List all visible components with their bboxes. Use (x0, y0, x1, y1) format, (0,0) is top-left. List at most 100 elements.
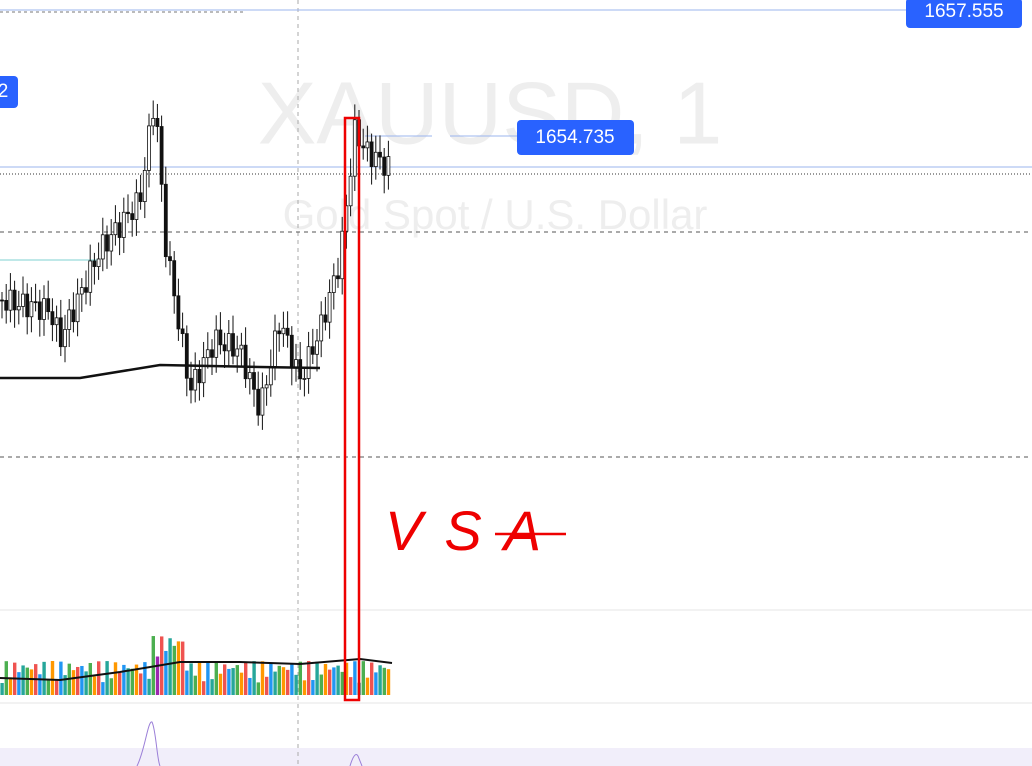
moving-average (0, 363, 321, 380)
volume-bar (113, 662, 118, 695)
candle-body (159, 126, 164, 185)
volume-bar (8, 677, 13, 695)
volume-bar (323, 663, 328, 695)
volume-bar (21, 665, 25, 695)
volume-bar (332, 667, 336, 695)
volume-bar (365, 677, 370, 695)
highlight-box (343, 116, 361, 702)
annotation: VSA (385, 499, 563, 562)
candle-body (210, 349, 214, 358)
watermark-description: Gold Spot / U.S. Dollar (283, 191, 708, 238)
candle-body (193, 369, 198, 391)
volume-bar (307, 661, 311, 695)
volume-bar (46, 679, 50, 695)
volume-bar (286, 669, 290, 695)
candle-body (147, 125, 151, 171)
candle-body (176, 295, 181, 330)
volume-bar (344, 662, 349, 695)
candle-body (88, 260, 93, 293)
volume-bar (97, 661, 101, 695)
volume-bar (202, 681, 206, 695)
candle-body (331, 275, 336, 293)
candle-body (142, 169, 147, 202)
volume-bar (55, 680, 59, 695)
candle-body (0, 299, 4, 302)
candle-body (323, 314, 328, 323)
candle-body (298, 359, 303, 380)
volume-bar (252, 661, 256, 695)
candle-body (79, 287, 84, 295)
candle-body (184, 333, 189, 379)
candle-body (268, 366, 273, 386)
candle-body (239, 344, 244, 350)
volume-bar (76, 666, 80, 695)
volume-bar (189, 663, 193, 695)
candle-body (222, 344, 227, 352)
volume-bar (17, 672, 21, 695)
volume-bar (88, 662, 92, 695)
candle-body (180, 328, 185, 335)
candle-body (134, 192, 139, 220)
volume-bar (235, 665, 239, 695)
volume-bar (256, 682, 260, 695)
candle-body (226, 333, 231, 352)
candle-body (92, 260, 97, 267)
candle-body (369, 141, 374, 167)
volume-bar (172, 645, 176, 695)
volume-bar (370, 662, 374, 695)
candle-body (75, 293, 80, 323)
candle-body (235, 348, 240, 357)
candle-body (373, 151, 378, 167)
candle-body (50, 311, 55, 326)
volume-bar (101, 682, 105, 695)
volume-bar (277, 665, 281, 695)
candle-body (54, 317, 59, 326)
candle-body (16, 306, 21, 311)
candle-body (100, 234, 105, 260)
candle-body (151, 117, 156, 127)
candle-body (168, 256, 172, 262)
candle-body (25, 293, 30, 318)
candle-body (138, 192, 143, 202)
volume-bar (231, 668, 235, 695)
volume-bar (71, 670, 76, 695)
volume-bar (206, 661, 210, 695)
candle-body (96, 258, 101, 267)
candle-body (37, 301, 42, 320)
candle-body (247, 372, 252, 380)
volume-bar (168, 638, 172, 695)
candle-body (327, 292, 332, 323)
volume-bar (130, 668, 134, 695)
candle-body (365, 141, 370, 149)
volume-bar (311, 680, 315, 695)
price-label-text: 1654.735 (535, 127, 614, 148)
volume-bar (382, 667, 386, 695)
volume-bar (273, 671, 277, 695)
volume-bar (29, 669, 34, 695)
candle-body (243, 344, 248, 380)
volume-bar (50, 661, 55, 695)
volume-bar (0, 683, 4, 695)
candle-body (29, 301, 34, 318)
price-label (0, 76, 18, 108)
candle-body (126, 211, 130, 215)
candle-body (197, 369, 202, 384)
candle-body (302, 378, 307, 380)
candle-body (21, 293, 25, 307)
candle-body (71, 309, 76, 323)
volume-bar (176, 641, 181, 695)
candle-body (84, 287, 88, 293)
price-label-text: 2 (0, 81, 8, 102)
candle-body (130, 213, 135, 220)
candle-body (113, 222, 118, 236)
volume-bar (164, 650, 168, 695)
candle-body (231, 333, 235, 357)
candle-body (361, 145, 366, 149)
volume-bar (42, 661, 46, 695)
indicator-pane (0, 748, 1032, 766)
candle-body (117, 222, 122, 238)
volume-bar (374, 672, 378, 695)
volume-bar (38, 674, 42, 695)
volume-bar (139, 673, 143, 695)
